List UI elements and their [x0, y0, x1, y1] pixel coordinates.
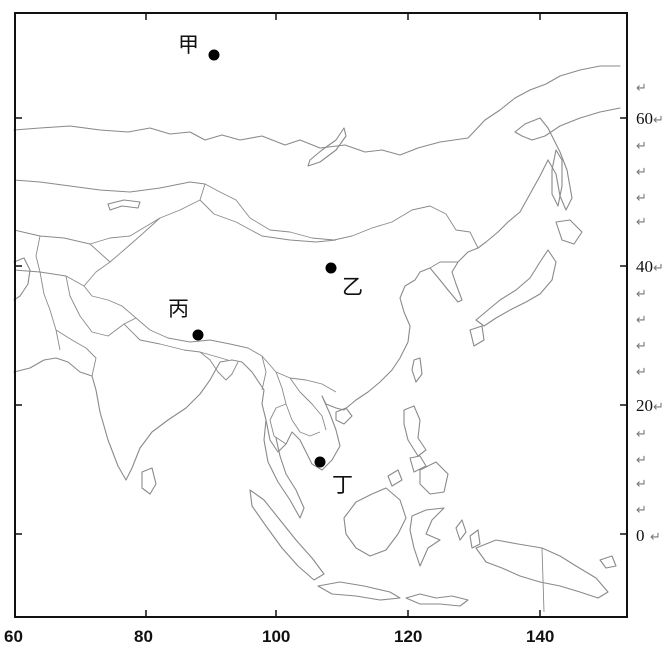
eurasia-north-coast: [13, 65, 621, 156]
java: [317, 581, 401, 601]
central-asia-borders: [13, 229, 137, 351]
west-coast: [13, 257, 31, 301]
paragraph-mark: ↵: [650, 530, 661, 545]
marked-points: 甲 乙 丙 丁: [168, 33, 363, 497]
paragraph-mark: ↵: [636, 139, 647, 154]
paragraph-mark: ↵: [636, 503, 647, 518]
malay-peninsula: [263, 419, 305, 519]
paragraph-mark: ↵: [636, 365, 647, 380]
point-bing-marker: [192, 329, 204, 341]
y-tick-label: 40: [636, 257, 653, 276]
sulawesi: [409, 507, 445, 567]
point-ding-label: 丁: [332, 473, 353, 497]
hainan-island: [335, 407, 353, 425]
sakhalin: [551, 149, 563, 207]
paragraph-mark: ↵: [636, 339, 647, 354]
china-east-coast: [335, 247, 479, 411]
japan-hokkaido: [555, 219, 583, 245]
paragraph-mark: ↵: [653, 261, 664, 276]
taiwan: [411, 357, 423, 383]
china-west-border: [83, 199, 337, 393]
lesser-sunda: [405, 593, 469, 607]
x-tick-label: 140: [526, 627, 554, 646]
paragraph-mark: ↵: [653, 400, 664, 415]
x-tick-label: 80: [134, 627, 153, 646]
x-tick-label: 120: [394, 627, 422, 646]
new-guinea: [475, 539, 609, 599]
paragraph-mark: ↵: [636, 453, 647, 468]
x-tick-label: 60: [4, 627, 23, 646]
paragraph-mark: ↵: [636, 215, 647, 230]
paragraph-mark: ↵: [636, 313, 647, 328]
y-tick-label: 0: [636, 526, 645, 545]
india-coast: [13, 357, 265, 481]
political-borders: [13, 179, 545, 613]
point-jia-marker: [208, 49, 220, 61]
coastlines: [13, 65, 621, 607]
paragraph-mark: ↵: [636, 477, 647, 492]
point-ding-marker: [314, 456, 326, 468]
indochina-borders: [261, 355, 327, 445]
solomon-islands: [599, 555, 617, 569]
russia-south-border: [13, 179, 479, 249]
kamchatka-coast: [514, 107, 621, 211]
point-yi-label: 乙: [342, 275, 363, 299]
map-frame: [14, 12, 628, 618]
okhotsk-coast: [477, 159, 549, 249]
moluccas: [455, 519, 481, 549]
philippines-mindanao: [419, 461, 449, 495]
korea-border: [429, 261, 458, 269]
paragraph-mark: ↵: [636, 191, 647, 206]
japan-honshu: [475, 249, 557, 327]
x-axis: 60 80 100 120 140: [4, 13, 554, 646]
lake-balkhash: [107, 199, 141, 211]
south-asia-borders: [55, 323, 239, 381]
paragraph-mark: ↵: [636, 81, 647, 96]
kyushu: [469, 325, 485, 347]
lake-baikal: [307, 127, 347, 167]
paragraph-mark: ↵: [636, 287, 647, 302]
y-tick-label: 20: [636, 396, 653, 415]
paragraph-mark: ↵: [653, 113, 664, 128]
x-tick-label: 100: [262, 627, 290, 646]
point-bing-label: 丙: [168, 297, 189, 321]
paragraph-mark: ↵: [636, 427, 647, 442]
y-tick-label: 60: [636, 109, 653, 128]
new-guinea-border: [541, 547, 545, 613]
y-axis: 60 40 20 0: [15, 109, 653, 545]
point-jia-label: 甲: [178, 33, 199, 57]
borneo: [343, 487, 407, 557]
paragraph-marks: ↵ ↵ ↵ ↵ ↵ ↵ ↵ ↵ ↵ ↵ ↵ ↵ ↵ ↵ ↵ ↵ ↵: [636, 81, 664, 545]
philippines-visayas: [387, 455, 427, 487]
indochina-coast: [261, 389, 341, 471]
sri-lanka: [141, 467, 157, 495]
kazakhstan-border: [89, 217, 161, 245]
mongolia-china-border: [199, 183, 337, 243]
sumatra: [249, 489, 325, 581]
paragraph-mark: ↵: [636, 165, 647, 180]
point-yi-marker: [325, 262, 337, 274]
philippines-luzon: [403, 405, 427, 457]
